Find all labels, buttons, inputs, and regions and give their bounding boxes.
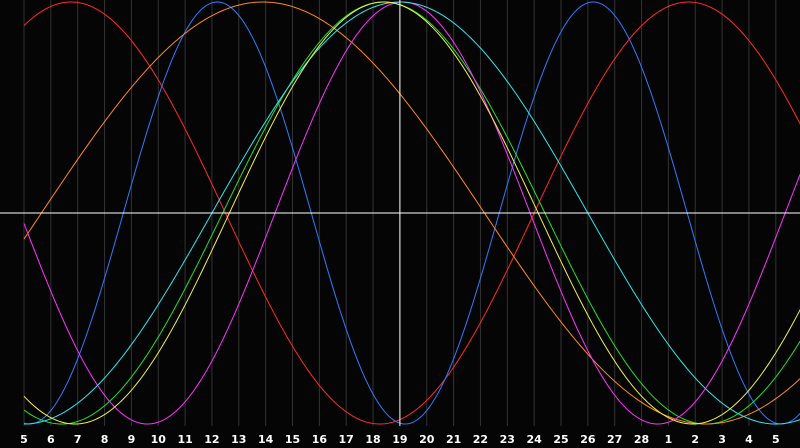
x-tick-label: 21 [446,433,461,446]
x-tick-label: 2 [691,433,699,446]
x-tick-label: 7 [74,433,82,446]
x-tick-label: 23 [500,433,515,446]
series-curve-1 [23,1,800,425]
x-tick-label: 28 [634,433,649,446]
x-tick-label: 20 [419,433,435,446]
x-tick-label: 15 [285,433,300,446]
x-tick-label: 27 [607,433,622,446]
x-tick-label: 19 [392,433,407,446]
x-tick-label: 4 [745,433,753,446]
x-tick-label: 16 [312,433,328,446]
x-tick-label: 12 [204,433,219,446]
x-tick-label: 17 [339,433,354,446]
series-curves [23,1,800,425]
series-curve-4 [23,1,800,425]
x-tick-label: 18 [365,433,380,446]
x-tick-label: 8 [101,433,109,446]
x-tick-label: 13 [231,433,246,446]
x-tick-label: 10 [151,433,167,446]
x-tick-label: 6 [47,433,55,446]
x-tick-label: 24 [526,433,542,446]
x-axis-tick-labels: 5 6 7 8 9 10 11 12 13 14 15 16 17 18 19 20 21 22 23 24 25 26 2… [20,433,779,446]
x-tick-label: 3 [718,433,726,446]
series-curve-3 [23,1,800,425]
x-tick-label: 26 [580,433,596,446]
x-tick-label: 14 [258,433,274,446]
series-curve-6 [23,1,800,425]
x-tick-label: 22 [473,433,488,446]
x-tick-label: 9 [128,433,136,446]
x-tick-label: 25 [553,433,568,446]
x-tick-label: 5 [20,433,28,446]
crosshair-cursor [0,0,800,426]
series-curve-2 [23,1,800,425]
x-tick-label: 11 [177,433,192,446]
x-tick-label: 5 [772,433,780,446]
series-curve-7 [23,1,800,425]
series-curve-5 [23,1,800,425]
x-tick-label: 1 [665,433,673,446]
